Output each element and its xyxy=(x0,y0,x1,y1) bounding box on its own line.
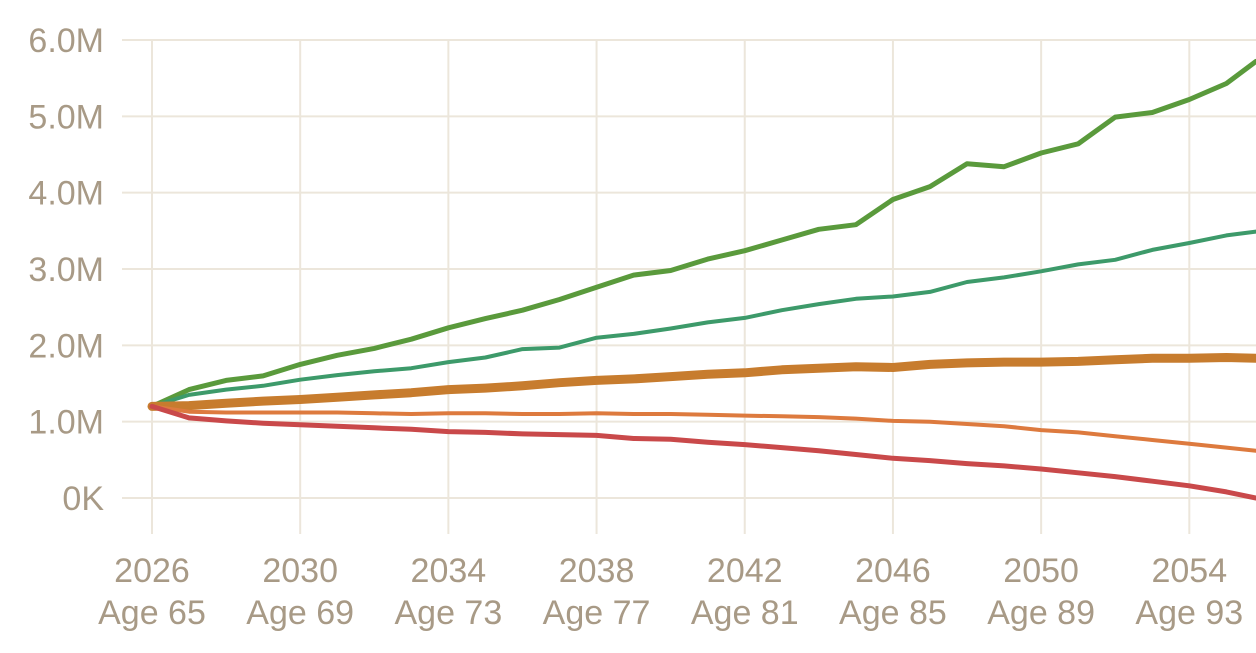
x-tick-age-label: Age 89 xyxy=(987,594,1095,632)
x-tick-year-label: 2054 xyxy=(1151,552,1227,590)
x-tick-age-label: Age 73 xyxy=(394,594,502,632)
x-tick-age-label: Age 69 xyxy=(246,594,354,632)
series-line-5 xyxy=(149,403,1256,501)
x-tick-year-label: 2030 xyxy=(262,552,338,590)
y-tick-label: 4.0M xyxy=(28,175,104,213)
y-tick-label: 1.0M xyxy=(28,404,104,442)
x-tick-age-label: Age 65 xyxy=(98,594,206,632)
series-line-4 xyxy=(150,404,1256,453)
x-tick-age-label: Age 85 xyxy=(839,594,947,632)
x-tick-year-label: 2042 xyxy=(707,552,783,590)
x-axis-tick-labels: 2026 Age 65 2030 Age 69 2034 Age 73 2038 Age 77… xyxy=(98,552,1243,632)
x-tick-age-label: Age 77 xyxy=(543,594,651,632)
x-tick-year-label: 2026 xyxy=(114,552,190,590)
series-line-3 xyxy=(147,353,1256,411)
x-tick-age-label: Age 93 xyxy=(1135,594,1243,632)
y-tick-label: 0K xyxy=(62,480,104,518)
x-tick-year-label: 2034 xyxy=(411,552,487,590)
y-tick-label: 2.0M xyxy=(28,327,104,365)
x-tick-year-label: 2046 xyxy=(855,552,931,590)
series-lines xyxy=(147,58,1256,501)
grid-lines xyxy=(122,39,1256,534)
x-tick-age-label: Age 81 xyxy=(691,594,799,632)
y-tick-label: 5.0M xyxy=(28,98,104,136)
series-line-1 xyxy=(149,58,1256,409)
x-tick-year-label: 2038 xyxy=(559,552,635,590)
y-tick-label: 3.0M xyxy=(28,251,104,289)
series-line-2 xyxy=(150,229,1256,409)
y-tick-label: 6.0M xyxy=(28,22,104,60)
y-axis-tick-labels: 0K 1.0M 2.0M 3.0M 4.0M 5.0M 6.0M xyxy=(28,22,104,518)
x-tick-year-label: 2050 xyxy=(1003,552,1079,590)
